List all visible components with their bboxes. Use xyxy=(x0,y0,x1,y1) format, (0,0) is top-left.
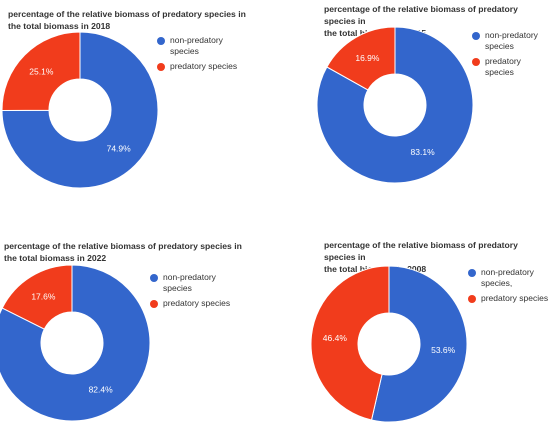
legend-item-non-predatory: non-predatory species xyxy=(157,35,237,57)
legend-label: non-predatory species xyxy=(485,30,538,51)
donut-slice xyxy=(1,31,81,111)
legend-swatch xyxy=(150,300,158,308)
legend-label: non-predatory species xyxy=(163,272,216,293)
legend-label: predatory species xyxy=(481,293,549,303)
chart-title: percentage of the relative biomass of pr… xyxy=(4,241,242,263)
legend: non-predatory species predatory species xyxy=(157,35,237,76)
legend-swatch xyxy=(472,32,480,40)
legend-label: predatory species xyxy=(170,61,238,71)
donut-slice xyxy=(326,26,396,91)
slice-data-label: 16.9% xyxy=(355,53,380,63)
slice-data-label: 82.4% xyxy=(89,384,114,394)
chart-panel-2015: percentage of the relative biomass of pr… xyxy=(275,0,550,205)
donut-chart: 83.1% 16.9% xyxy=(316,26,474,184)
legend-swatch xyxy=(157,37,165,45)
legend-label: predatory species xyxy=(485,56,521,77)
legend-swatch xyxy=(468,295,476,303)
legend-swatch xyxy=(468,269,476,277)
legend-item-predatory: predatory species xyxy=(157,61,237,72)
donut-chart: 53.6% 46.4% xyxy=(310,265,468,423)
chart-panel-2008: percentage of the relative biomass of pr… xyxy=(275,230,550,423)
slice-data-label: 53.6% xyxy=(431,345,456,355)
slice-data-label: 46.4% xyxy=(323,333,348,343)
legend: non-predatory species predatory species xyxy=(150,272,230,313)
legend: non-predatory species, predatory species xyxy=(468,267,548,308)
legend-swatch xyxy=(157,63,165,71)
legend-item-predatory: predatory species xyxy=(468,293,548,304)
donut-chart: 82.4% 17.6% xyxy=(0,264,151,422)
legend-item-non-predatory: non-predatory species xyxy=(472,30,550,52)
slice-data-label: 17.6% xyxy=(31,292,56,302)
legend-item-non-predatory: non-predatory species, xyxy=(468,267,548,289)
donut-slice xyxy=(0,264,151,422)
slice-data-label: 25.1% xyxy=(29,67,54,77)
chart-title: percentage of the relative biomass of pr… xyxy=(8,9,246,31)
legend-item-non-predatory: non-predatory species xyxy=(150,272,230,294)
donut-slice xyxy=(1,31,159,189)
legend-item-predatory: predatory species xyxy=(472,56,550,78)
chart-panel-2022: percentage of the relative biomass of pr… xyxy=(0,230,275,422)
legend-swatch xyxy=(150,274,158,282)
legend-label: predatory species xyxy=(163,298,231,308)
donut-slice xyxy=(1,264,73,330)
legend-label: non-predatory species xyxy=(170,35,223,56)
legend-item-predatory: predatory species xyxy=(150,298,230,309)
slice-data-label: 83.1% xyxy=(411,147,436,157)
legend: non-predatory species predatory species xyxy=(472,30,550,82)
donut-slice xyxy=(316,26,474,184)
legend-label: non-predatory species, xyxy=(481,267,534,288)
donut-slice xyxy=(310,265,390,421)
legend-swatch xyxy=(472,58,480,66)
donut-chart: 74.9% 25.1% xyxy=(1,31,159,189)
chart-panel-2018: percentage of the relative biomass of pr… xyxy=(0,0,275,205)
slice-data-label: 74.9% xyxy=(107,143,132,153)
